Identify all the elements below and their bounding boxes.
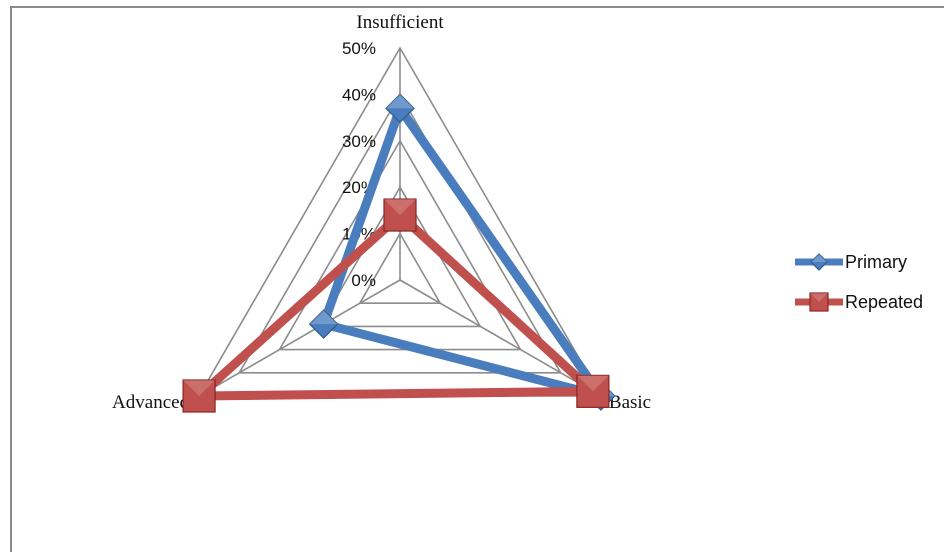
grid-ring bbox=[237, 92, 563, 374]
marker-highlight bbox=[810, 293, 828, 302]
tick-label: 0% bbox=[351, 271, 376, 290]
legend-label: Repeated bbox=[845, 292, 923, 312]
series-point bbox=[383, 198, 417, 232]
tick-label: 50% bbox=[342, 39, 376, 58]
marker-highlight bbox=[386, 94, 414, 109]
series-line bbox=[319, 103, 606, 401]
marker-highlight bbox=[576, 375, 609, 392]
grid-ring bbox=[278, 139, 522, 351]
grid-ring bbox=[358, 232, 442, 305]
marker-highlight bbox=[309, 310, 338, 325]
grid-spoke bbox=[198, 279, 401, 397]
legend-item-repeated: Repeated bbox=[795, 292, 923, 312]
marker-shape bbox=[182, 379, 216, 413]
series-point bbox=[576, 374, 610, 408]
marker-shape bbox=[383, 198, 417, 232]
marker-shape bbox=[385, 93, 415, 124]
axis-label: Insufficient bbox=[356, 12, 444, 33]
marker-shape bbox=[576, 374, 610, 408]
series-point bbox=[182, 379, 216, 413]
tick-label: 30% bbox=[342, 132, 376, 151]
series-line bbox=[194, 210, 598, 401]
grid-spoke bbox=[399, 279, 602, 397]
legend-item-primary: Primary bbox=[795, 252, 907, 272]
series-point bbox=[308, 309, 339, 339]
axis-label: Advanced bbox=[112, 392, 190, 413]
series-point bbox=[809, 292, 829, 312]
marker-highlight bbox=[183, 380, 216, 396]
axis-label: Basic bbox=[609, 392, 651, 413]
legend-label: Primary bbox=[845, 252, 907, 272]
marker-highlight bbox=[384, 199, 416, 216]
marker-shape bbox=[810, 253, 828, 271]
tick-label: 40% bbox=[342, 85, 376, 104]
marker-shape bbox=[809, 292, 829, 312]
series-point bbox=[810, 253, 828, 271]
chart-frame bbox=[10, 6, 944, 552]
marker-highlight bbox=[811, 254, 827, 262]
marker-shape bbox=[308, 309, 339, 339]
series-point bbox=[385, 93, 415, 124]
series-repeated bbox=[182, 198, 610, 413]
